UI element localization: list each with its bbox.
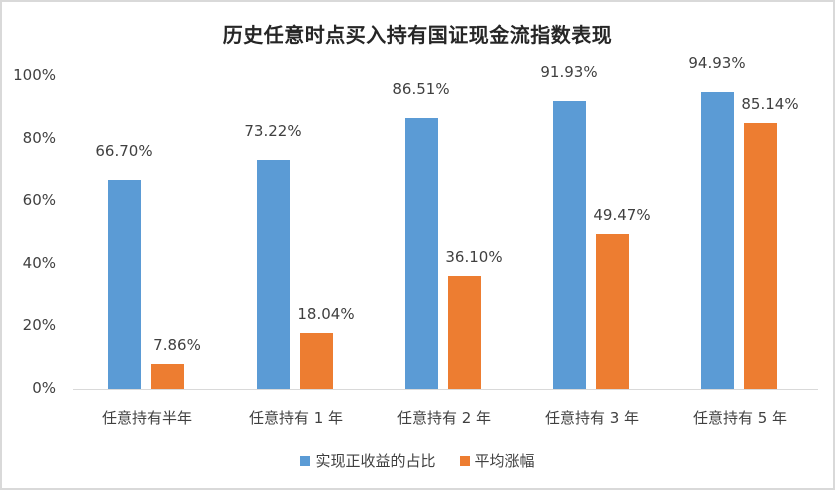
bar-positive-ratio[interactable] [256,159,290,389]
data-label: 73.22% [244,121,302,140]
legend-item-positive-ratio[interactable]: 实现正收益的占比 [300,450,436,471]
data-label: 49.47% [593,206,651,225]
y-tick-label: 0% [32,379,56,397]
data-label: 85.14% [741,94,799,113]
legend-item-average-gain[interactable]: 平均涨幅 [459,450,535,471]
bar-average-gain[interactable] [743,122,777,389]
bar-average-gain[interactable] [150,364,184,389]
bar-average-gain[interactable] [299,332,333,389]
x-tick-label: 任意持有 1 年 [248,409,344,427]
x-tick-label: 任意持有 3 年 [544,409,640,427]
y-tick-label: 100% [13,66,56,84]
bar-average-gain[interactable] [447,276,481,389]
y-tick-label: 80% [22,128,56,147]
bar-positive-ratio[interactable] [404,118,438,389]
x-axis-line [73,389,818,390]
bar-average-gain[interactable] [595,234,629,389]
data-label: 36.10% [445,248,503,266]
x-tick-label: 任意持有 2 年 [396,409,492,427]
y-tick-label: 20% [22,316,56,335]
x-tick-label: 任意持有半年 [101,409,192,427]
bar-positive-ratio[interactable] [552,101,586,389]
data-label: 7.86% [153,336,201,355]
data-label: 18.04% [297,304,355,323]
legend-label: 实现正收益的占比 [315,452,436,470]
data-label: 66.70% [95,142,153,161]
data-label: 86.51% [392,80,450,99]
chart-title: 历史任意时点买入持有国证现金流指数表现 [222,23,613,47]
data-label: 91.93% [540,63,598,82]
y-tick-label: 40% [22,253,56,272]
x-tick-label: 任意持有 5 年 [692,409,788,427]
bar-positive-ratio[interactable] [107,180,141,389]
legend-swatch-blue-icon [300,455,311,466]
y-tick-label: 60% [22,191,56,210]
data-label: 94.93% [688,53,746,72]
legend-swatch-orange-icon [459,455,470,466]
legend: 实现正收益的占比 平均涨幅 [0,450,835,471]
bar-positive-ratio[interactable] [700,91,734,389]
legend-label: 平均涨幅 [474,452,535,470]
